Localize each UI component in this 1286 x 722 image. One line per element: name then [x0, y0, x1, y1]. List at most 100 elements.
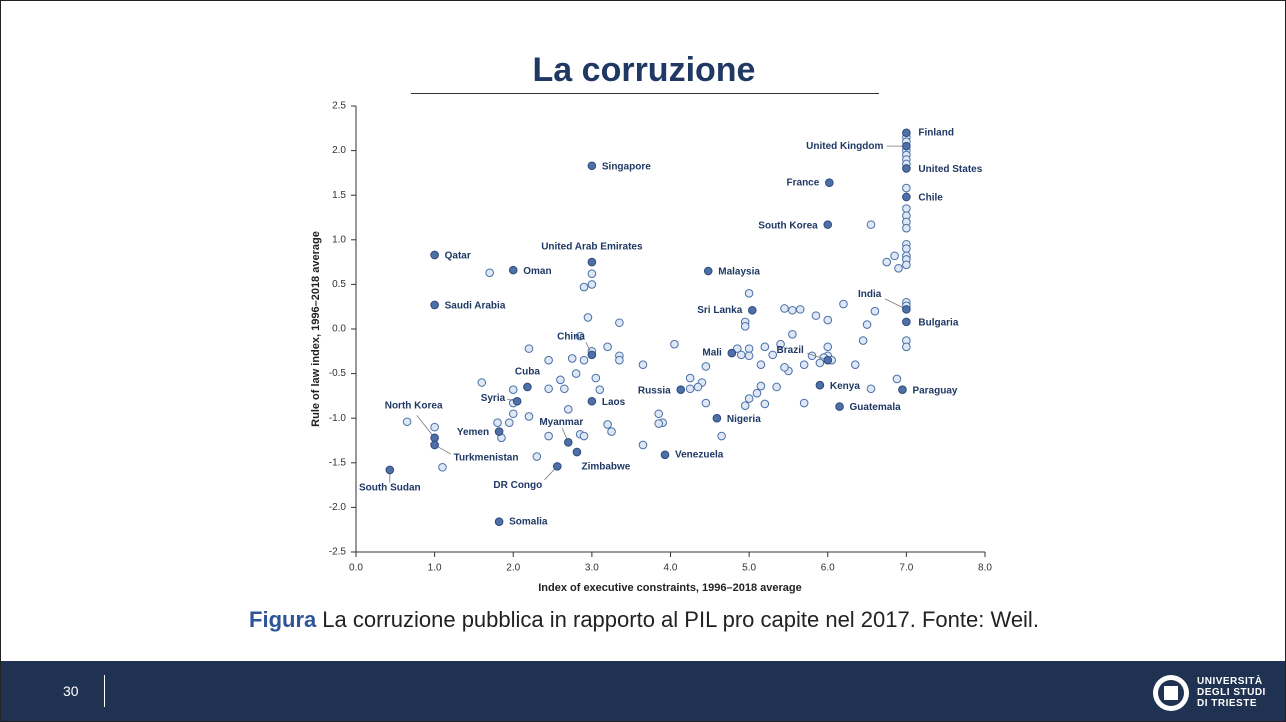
highlighted-point	[494, 517, 504, 526]
logo-line: DI TRIESTE	[1197, 698, 1258, 709]
point-label: Chile	[918, 193, 943, 204]
highlighted-point	[823, 220, 833, 229]
point	[902, 183, 911, 193]
highlighted-point	[430, 250, 439, 260]
point	[740, 322, 750, 331]
point-label: Brazil	[777, 345, 804, 356]
point	[839, 299, 848, 309]
point	[902, 204, 911, 213]
point-label: Nigeria	[727, 414, 761, 425]
point	[615, 318, 624, 328]
y-tick-label: -0.5	[329, 368, 347, 379]
highlighted-point	[430, 300, 439, 310]
highlighted-point	[825, 178, 834, 188]
y-tick-label: -1.5	[329, 457, 347, 468]
point	[544, 355, 553, 365]
point-label: Guatemala	[850, 402, 902, 413]
point-label: China	[557, 332, 585, 343]
chart: Index of executive constraints, 1996–201…	[310, 101, 992, 594]
highlighted-point	[587, 257, 597, 267]
y-tick-label: 1.0	[332, 234, 346, 245]
y-tick-label: -2.0	[329, 502, 347, 513]
point	[772, 382, 781, 392]
point	[560, 384, 569, 394]
point	[890, 251, 899, 261]
point	[579, 282, 589, 292]
point-label: Yemen	[457, 427, 489, 438]
footer: 30 UNIVERSITÀ DEGLI STUDI DI TRIESTE	[1, 661, 1285, 721]
highlighted-point	[747, 305, 757, 315]
point	[811, 311, 821, 320]
point	[603, 420, 612, 429]
logo-text: UNIVERSITÀ DEGLI STUDI DI TRIESTE	[1197, 676, 1266, 709]
point	[670, 339, 679, 349]
x-tick-label: 2.0	[506, 563, 520, 574]
point	[866, 220, 876, 229]
point-label: Sri Lanka	[697, 305, 742, 316]
point	[587, 280, 597, 289]
highlighted-point	[660, 450, 670, 460]
point-label: United Kingdom	[806, 141, 883, 152]
point	[858, 336, 868, 345]
point-label: Paraguay	[912, 385, 957, 396]
point-label: South Sudan	[359, 483, 421, 494]
point-label: United States	[918, 164, 982, 175]
point	[744, 344, 754, 353]
point	[505, 418, 514, 427]
x-axis-title: Index of executive constraints, 1996–201…	[538, 582, 802, 594]
point	[768, 350, 778, 360]
point	[866, 384, 876, 394]
highlighted-point	[508, 265, 518, 275]
point	[508, 385, 518, 394]
point	[544, 431, 553, 441]
point-label: Somalia	[509, 516, 548, 527]
point-label: Kenya	[830, 381, 860, 392]
highlighted-point	[552, 462, 562, 471]
highlighted-point	[703, 266, 713, 276]
point	[733, 344, 742, 353]
point	[587, 269, 597, 278]
point-label: Turkmenistan	[454, 453, 519, 464]
point	[638, 360, 648, 369]
highlighted-point	[676, 385, 686, 394]
point	[563, 404, 573, 414]
point	[571, 369, 581, 378]
y-tick-label: 2.0	[332, 145, 346, 156]
point	[638, 440, 648, 450]
point	[795, 305, 805, 314]
point	[892, 374, 902, 384]
highlighted-point	[572, 447, 582, 457]
highlighted-point	[587, 161, 597, 171]
highlighted-point	[587, 396, 597, 406]
point	[799, 360, 809, 369]
x-tick-label: 4.0	[664, 563, 678, 574]
highlighted-point	[835, 402, 844, 411]
point-label: Finland	[918, 127, 954, 138]
point	[654, 419, 664, 428]
title-rule	[411, 93, 879, 94]
point	[760, 342, 770, 352]
point	[717, 431, 726, 441]
y-tick-label: 0.0	[332, 324, 346, 335]
point	[902, 342, 911, 352]
x-tick-label: 5.0	[742, 563, 756, 574]
highlighted-point	[587, 350, 597, 360]
highlighted-point	[902, 305, 911, 314]
logo-line: UNIVERSITÀ	[1197, 676, 1263, 687]
point	[524, 412, 534, 421]
point	[799, 398, 809, 408]
point-label: Oman	[523, 266, 551, 277]
point	[615, 355, 624, 365]
point	[567, 354, 577, 363]
point	[902, 260, 911, 270]
highlighted-point	[494, 427, 504, 436]
highlighted-point	[430, 440, 439, 450]
y-tick-label: 1.5	[332, 190, 346, 201]
point-label: India	[858, 289, 882, 300]
point	[780, 363, 789, 372]
point	[744, 289, 754, 298]
slide-title: La corruzione	[532, 51, 756, 89]
point-label: Syria	[481, 393, 506, 404]
logo-line: DEGLI STUDI	[1197, 687, 1266, 698]
highlighted-point	[385, 465, 395, 475]
